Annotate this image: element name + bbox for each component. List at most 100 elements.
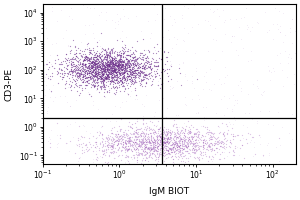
Point (132, 155, 136, 158)
Point (98, 77, 103, 81)
Point (128, 54, 132, 58)
Point (147, 132, 152, 135)
Point (177, 140, 182, 144)
Point (124, 69, 129, 72)
Point (186, 142, 190, 146)
Point (163, 141, 168, 144)
Point (172, 140, 177, 143)
Point (105, 139, 110, 142)
Point (94, 144, 99, 147)
Point (92, 62, 96, 65)
Point (73, 44, 78, 47)
Point (159, 139, 164, 142)
Point (107, 67, 112, 70)
Point (153, 76, 158, 79)
Point (172, 132, 177, 135)
Point (157, 153, 161, 156)
Point (106, 141, 110, 144)
Point (142, 52, 147, 55)
Point (77, 83, 82, 86)
Point (140, 156, 145, 159)
Point (118, 65, 123, 69)
Point (65, 67, 70, 71)
Point (227, 150, 232, 153)
Point (103, 67, 107, 71)
Point (121, 47, 126, 51)
Point (101, 79, 106, 82)
Point (99, 77, 103, 80)
Point (138, 139, 142, 143)
Point (109, 79, 114, 82)
Point (168, 136, 172, 139)
Point (117, 146, 122, 149)
Point (120, 53, 125, 56)
Point (104, 48, 109, 51)
Point (126, 159, 130, 163)
Point (107, 54, 112, 57)
Point (143, 134, 148, 137)
Point (121, 132, 125, 135)
Point (46, 65, 51, 69)
Point (114, 60, 119, 63)
Point (67, 45, 72, 48)
Point (99, 58, 103, 61)
Point (179, 159, 184, 162)
Point (112, 162, 117, 166)
Point (122, 75, 126, 78)
Point (157, 127, 162, 130)
Point (168, 64, 173, 68)
Point (103, 63, 108, 66)
Point (162, 50, 167, 53)
Point (184, 146, 189, 149)
Point (129, 143, 134, 147)
Point (146, 133, 151, 136)
Point (73, 51, 78, 55)
Point (184, 157, 188, 160)
Point (216, 142, 221, 145)
Point (54, 41, 59, 44)
Point (277, 143, 282, 147)
Point (175, 143, 180, 147)
Point (74, 65, 79, 68)
Point (142, 67, 147, 70)
Point (134, 14, 138, 17)
Point (110, 49, 114, 52)
Point (138, 133, 142, 136)
Point (82, 52, 87, 55)
Point (123, 77, 128, 80)
Point (150, 137, 155, 140)
Point (214, 143, 219, 146)
Point (116, 59, 121, 63)
Point (87, 70, 92, 73)
Point (100, 82, 105, 85)
Point (178, 150, 183, 153)
Point (184, 141, 189, 144)
Point (212, 131, 217, 134)
Point (97, 77, 101, 80)
Point (114, 72, 118, 75)
Point (190, 146, 195, 149)
Point (92, 145, 97, 148)
Point (47, 145, 52, 148)
Point (80, 88, 85, 91)
Point (101, 68, 106, 71)
Point (134, 50, 138, 53)
Point (133, 68, 138, 71)
Point (76, 66, 81, 70)
Point (171, 146, 176, 149)
Point (187, 136, 192, 139)
Point (92, 59, 97, 62)
Point (132, 86, 137, 89)
Point (109, 147, 114, 151)
Point (109, 75, 113, 79)
Point (192, 151, 197, 155)
Point (114, 132, 119, 135)
Point (90, 59, 94, 63)
Point (100, 139, 105, 142)
Point (155, 135, 160, 138)
Point (222, 148, 227, 151)
Point (110, 77, 115, 80)
Point (175, 140, 180, 143)
Point (126, 136, 131, 140)
Point (123, 148, 128, 151)
